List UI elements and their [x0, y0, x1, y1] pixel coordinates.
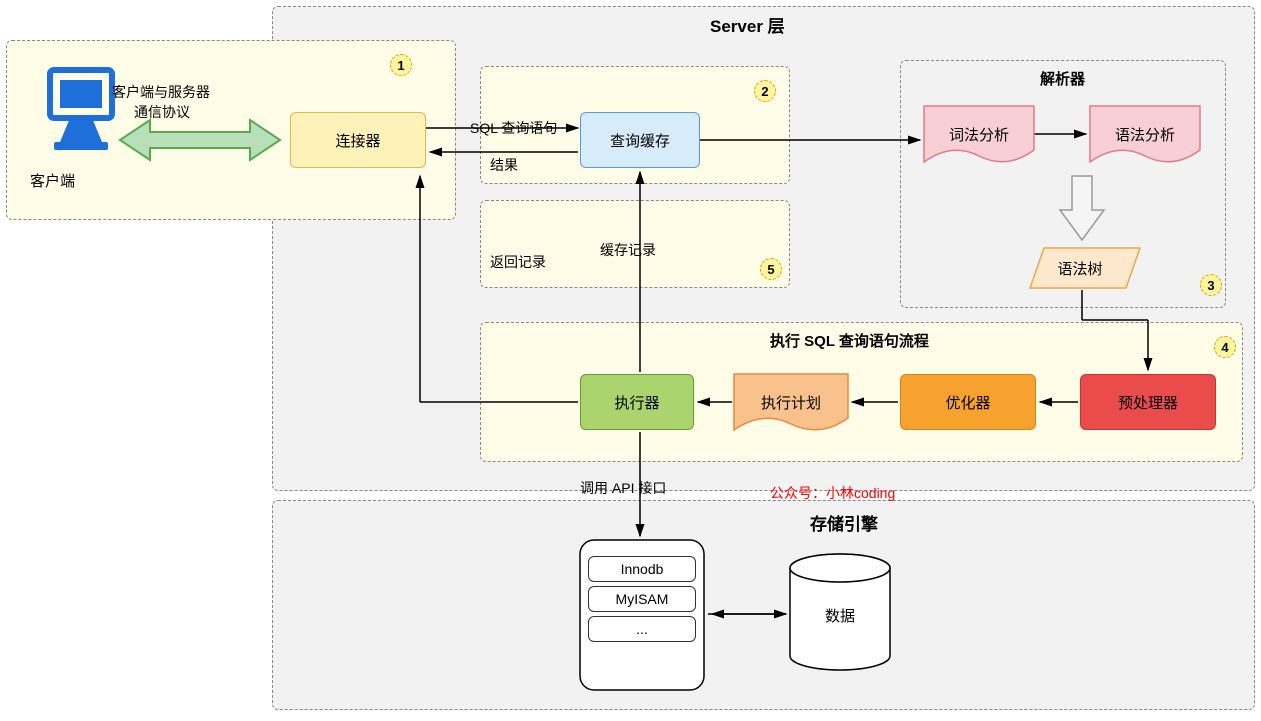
exec-label: 执行 SQL 查询语句流程 [770, 330, 929, 351]
optimizer-node: 优化器 [900, 374, 1036, 430]
plan-node: 执行计划 [734, 374, 848, 430]
preprocessor-label: 预处理器 [1118, 392, 1178, 413]
cache-label: 查询缓存 [610, 130, 670, 151]
client-label: 客户端 [30, 170, 75, 191]
badge-2: 2 [754, 80, 776, 102]
cacherec-label: 缓存记录 [600, 240, 656, 260]
badge-3: 3 [1200, 274, 1222, 296]
lex-label: 词法分析 [949, 124, 1009, 145]
engine-myisam: MyISAM [588, 586, 696, 612]
optimizer-label: 优化器 [945, 392, 990, 413]
executor-label: 执行器 [614, 392, 659, 413]
storage-region [272, 500, 1255, 710]
result-label: 结果 [490, 155, 518, 175]
engine-more: ... [588, 616, 696, 642]
preprocessor-node: 预处理器 [1080, 374, 1216, 430]
return-label: 返回记录 [490, 252, 546, 272]
plan-label: 执行计划 [761, 392, 821, 413]
server-label: Server 层 [710, 12, 785, 37]
connector-label: 连接器 [335, 130, 380, 151]
tree-node: 语法树 [1030, 248, 1130, 288]
syntax-label: 语法分析 [1115, 124, 1175, 145]
storage-label: 存储引擎 [810, 510, 878, 535]
protocol2-label: 通信协议 [134, 102, 190, 122]
storage-engines: Innodb MyISAM ... [588, 552, 696, 646]
cache-node: 查询缓存 [580, 112, 700, 168]
parser-label: 解析器 [1040, 68, 1085, 89]
credit-label: 公众号：小林coding [770, 483, 895, 503]
data-label: 数据 [825, 605, 855, 626]
badge-5: 5 [760, 258, 782, 280]
sql-label: SQL 查询语句 [470, 118, 557, 138]
data-node: 数据 [790, 560, 890, 670]
engine-innodb: Innodb [588, 556, 696, 582]
executor-node: 执行器 [580, 374, 694, 430]
badge-4: 4 [1214, 336, 1236, 358]
lex-node: 词法分析 [924, 106, 1034, 162]
badge-1: 1 [390, 54, 412, 76]
syntax-node: 语法分析 [1090, 106, 1200, 162]
protocol1-label: 客户端与服务器 [112, 82, 210, 102]
tree-label: 语法树 [1057, 258, 1102, 279]
api-label: 调用 API 接口 [580, 478, 666, 498]
connector-node: 连接器 [290, 112, 426, 168]
